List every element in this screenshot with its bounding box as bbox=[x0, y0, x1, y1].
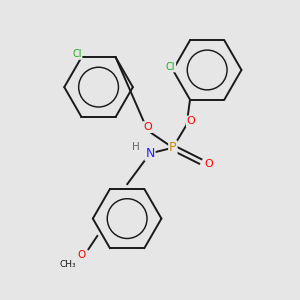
Text: N: N bbox=[145, 147, 155, 160]
Text: O: O bbox=[187, 116, 196, 126]
Text: O: O bbox=[77, 250, 86, 260]
Text: P: P bbox=[169, 141, 177, 154]
Text: H: H bbox=[132, 142, 140, 152]
Text: O: O bbox=[204, 159, 213, 169]
Text: Cl: Cl bbox=[166, 61, 175, 71]
Text: CH₃: CH₃ bbox=[59, 260, 76, 269]
Text: O: O bbox=[143, 122, 152, 132]
Text: Cl: Cl bbox=[72, 49, 82, 59]
